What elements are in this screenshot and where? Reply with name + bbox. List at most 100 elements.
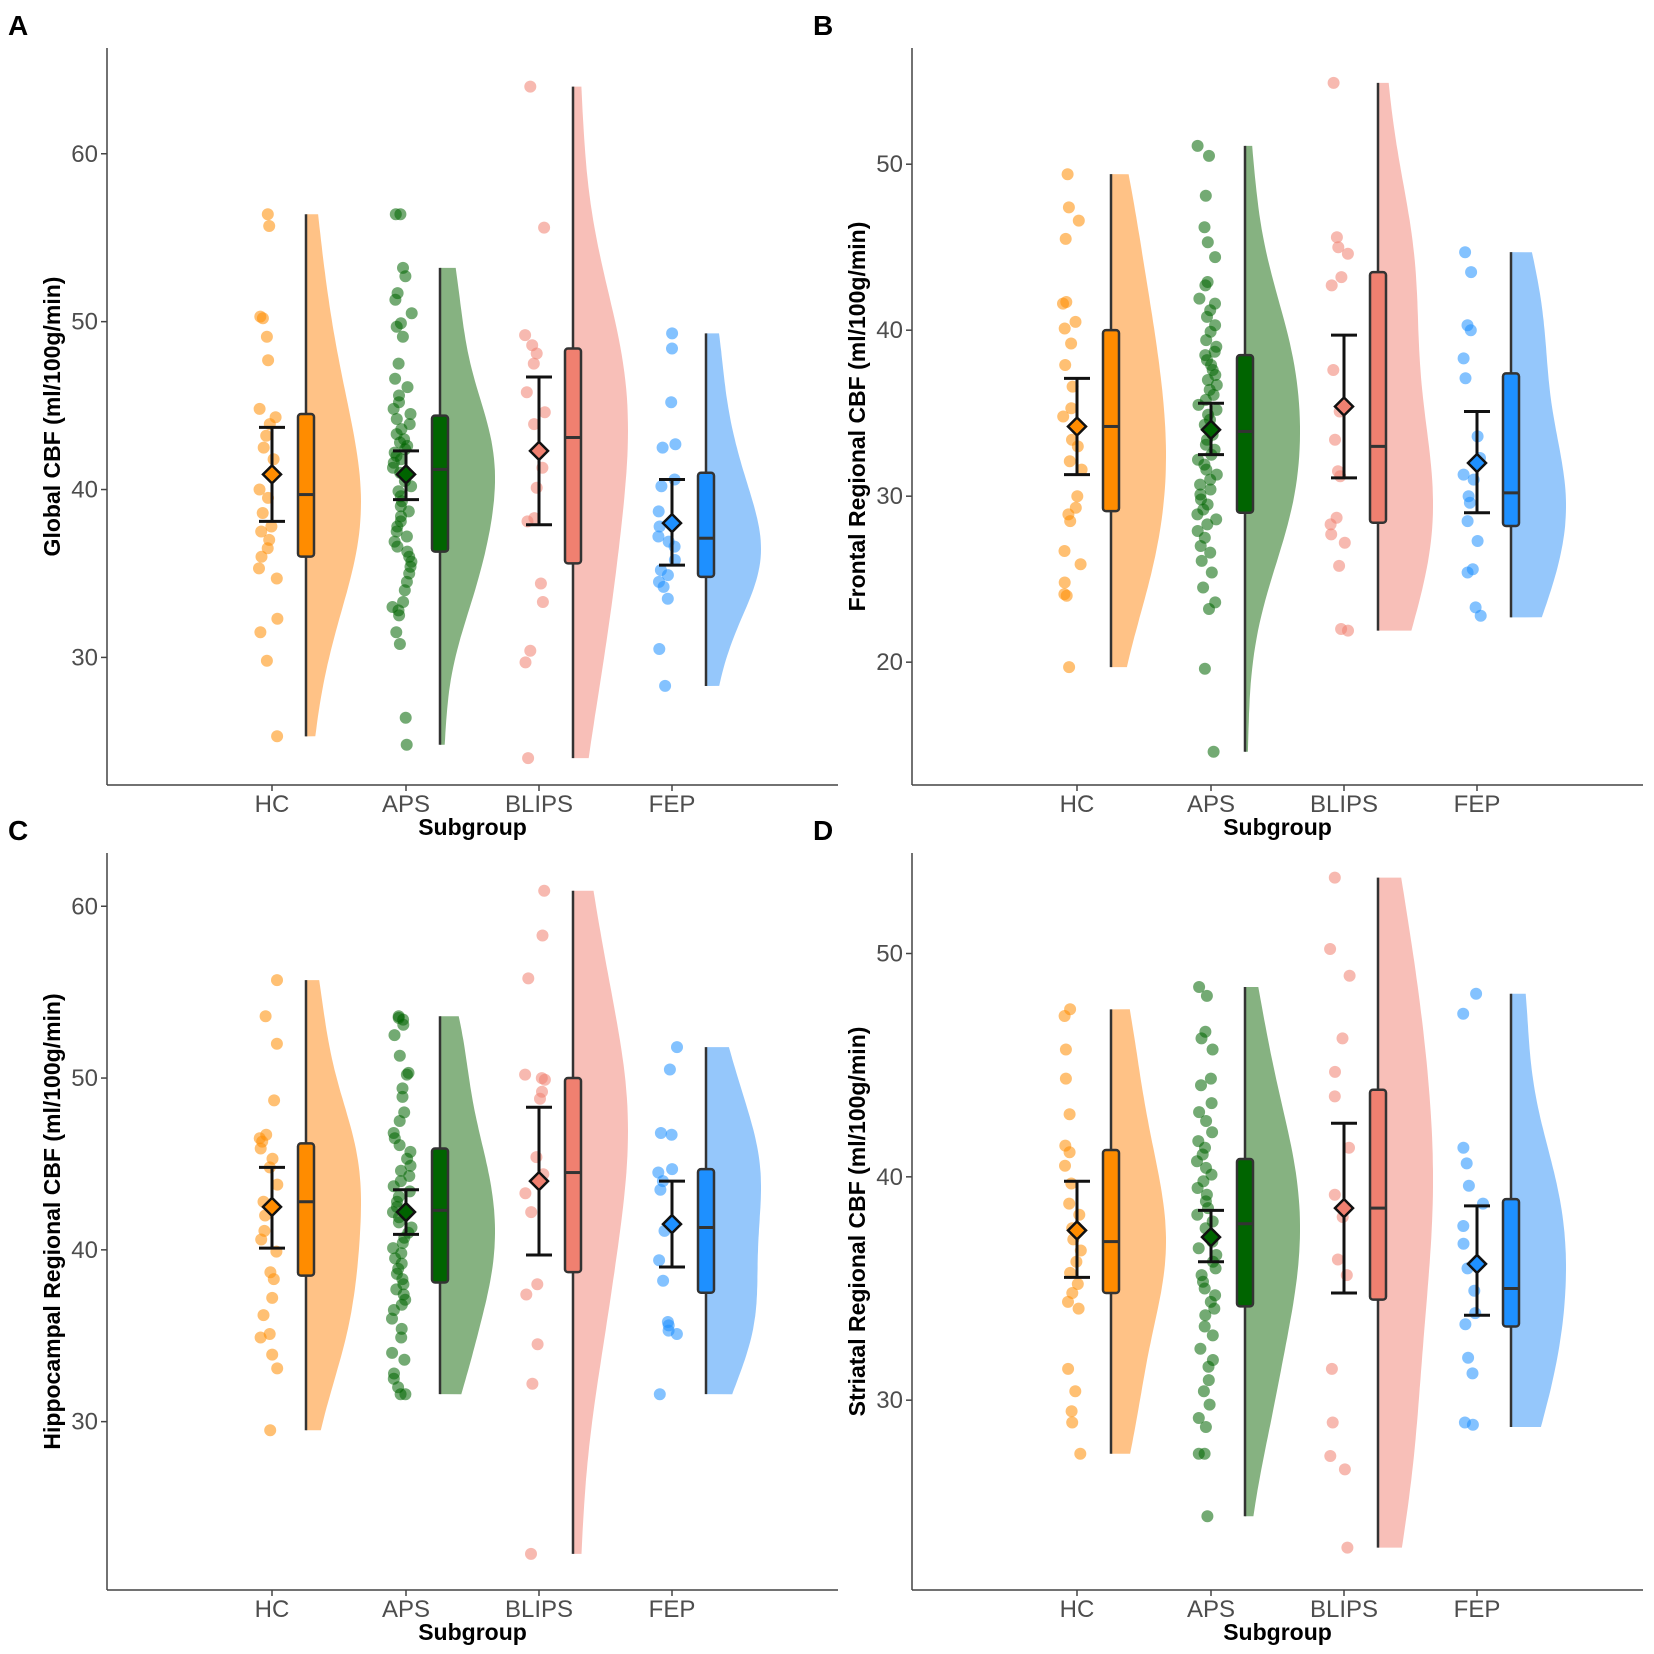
data-point xyxy=(395,1322,408,1335)
data-point xyxy=(1457,468,1470,481)
data-point xyxy=(396,1090,409,1103)
x-tick-label: APS xyxy=(382,791,430,818)
data-point xyxy=(1074,1447,1087,1460)
data-point xyxy=(263,1328,276,1340)
data-point xyxy=(390,413,403,425)
mean-diamond xyxy=(395,1201,417,1223)
data-point xyxy=(397,1018,410,1031)
data-point xyxy=(1192,398,1205,411)
violin-hc xyxy=(306,214,361,737)
data-point xyxy=(389,293,402,306)
data-point xyxy=(1191,1182,1204,1194)
data-point xyxy=(389,372,402,385)
data-point xyxy=(391,540,404,553)
y-tick-label: 50 xyxy=(876,941,903,968)
x-tick-label: BLIPS xyxy=(505,791,573,818)
data-point xyxy=(400,738,413,751)
data-point xyxy=(1061,168,1074,181)
data-point xyxy=(1058,545,1071,557)
y-tick-label: 50 xyxy=(71,1065,98,1092)
data-point xyxy=(1209,251,1222,264)
data-point xyxy=(1069,1385,1082,1398)
data-point xyxy=(266,1291,279,1304)
y-tick-label: 50 xyxy=(71,309,98,336)
data-point xyxy=(1461,566,1474,579)
mean-diamond xyxy=(528,440,550,462)
violin-aps xyxy=(1245,987,1300,1517)
data-point xyxy=(669,438,682,451)
box-iqr xyxy=(430,414,450,553)
data-point xyxy=(399,1388,412,1401)
x-axis-title: Subgroup xyxy=(418,814,527,840)
data-point xyxy=(1059,1043,1072,1056)
data-point xyxy=(1063,1197,1076,1210)
data-point xyxy=(519,1068,532,1081)
data-point xyxy=(1071,490,1084,503)
data-point xyxy=(1059,232,1072,245)
data-point xyxy=(1328,1090,1341,1103)
data-point xyxy=(531,1338,544,1351)
data-point xyxy=(1204,473,1217,486)
panel-d: D 30 40 50 Striatal Regional CBF (ml/100g/mi… xyxy=(813,815,1643,1645)
data-point xyxy=(1465,266,1478,279)
data-point xyxy=(1057,297,1069,310)
data-point xyxy=(404,1159,417,1172)
data-point xyxy=(1195,1079,1207,1092)
data-point xyxy=(253,562,265,575)
group-blips: BLIPS xyxy=(1310,76,1433,818)
box-iqr xyxy=(296,412,316,558)
data-point xyxy=(653,643,666,655)
data-point xyxy=(1327,364,1340,376)
data-point xyxy=(520,1288,533,1301)
data-point xyxy=(1457,352,1470,365)
data-point xyxy=(1202,1360,1215,1373)
data-point xyxy=(1201,374,1214,386)
panel-c: C 30 40 50 60 Hippocampal Regional CBF (ml/10… xyxy=(8,815,838,1645)
y-tick-label: 30 xyxy=(876,1387,903,1414)
data-point xyxy=(524,80,537,93)
data-point xyxy=(1201,236,1214,249)
x-tick-label: FEP xyxy=(1454,791,1501,818)
data-point xyxy=(1466,1418,1479,1431)
data-point xyxy=(399,270,412,283)
data-point xyxy=(396,1082,409,1095)
mean-diamond xyxy=(1466,1253,1488,1275)
violin-blips xyxy=(1378,877,1433,1548)
data-point xyxy=(1194,1342,1207,1355)
data-point xyxy=(538,406,551,419)
mean-diamond xyxy=(261,1196,283,1218)
data-point xyxy=(1329,1065,1341,1078)
mean-diamond xyxy=(1200,419,1222,441)
data-point xyxy=(401,381,414,394)
data-point xyxy=(1193,981,1206,993)
data-point xyxy=(1063,661,1076,674)
data-point xyxy=(1325,528,1338,541)
data-point xyxy=(1341,1541,1354,1554)
data-point xyxy=(1195,1032,1208,1045)
data-point xyxy=(1457,1220,1470,1232)
data-point xyxy=(405,480,418,493)
data-point xyxy=(394,208,407,221)
box-iqr xyxy=(563,1076,583,1274)
box-iqr xyxy=(1235,1157,1255,1308)
data-point xyxy=(1457,1141,1470,1154)
data-point xyxy=(1335,271,1348,284)
data-point xyxy=(659,679,672,692)
x-tick-label: HC xyxy=(255,1596,290,1623)
panel-letter: A xyxy=(8,10,28,41)
data-point xyxy=(261,208,274,221)
data-point xyxy=(393,1139,406,1152)
box-iqr xyxy=(1101,1148,1121,1295)
data-point xyxy=(1336,1032,1349,1045)
mean-diamond xyxy=(1066,1219,1088,1242)
data-point xyxy=(271,730,284,743)
box-iqr xyxy=(1235,353,1255,515)
y-axis-title: Global CBF (ml/100g/min) xyxy=(39,277,65,557)
x-tick-label: HC xyxy=(1060,791,1095,818)
data-point xyxy=(1205,1168,1218,1181)
data-point xyxy=(1205,1097,1218,1110)
mean-diamond xyxy=(661,1213,683,1235)
data-point xyxy=(1193,292,1206,305)
data-point xyxy=(256,507,269,519)
